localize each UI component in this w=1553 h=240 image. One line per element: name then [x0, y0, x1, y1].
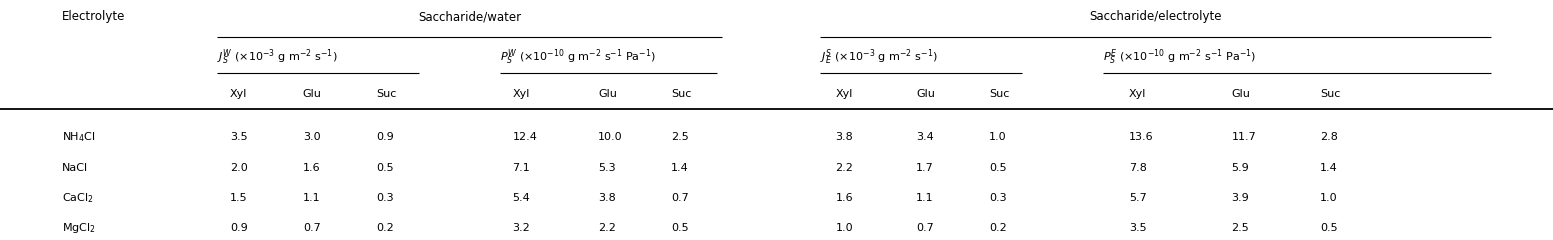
Text: 5.3: 5.3	[598, 163, 615, 173]
Text: 12.4: 12.4	[512, 132, 537, 142]
Text: Suc: Suc	[671, 89, 691, 99]
Text: Saccharide/water: Saccharide/water	[418, 10, 522, 23]
Text: 7.1: 7.1	[512, 163, 530, 173]
Text: 0.7: 0.7	[303, 223, 320, 234]
Text: Glu: Glu	[598, 89, 617, 99]
Text: 2.5: 2.5	[671, 132, 688, 142]
Text: 1.4: 1.4	[1320, 163, 1337, 173]
Text: 0.5: 0.5	[989, 163, 1006, 173]
Text: NaCl: NaCl	[62, 163, 89, 173]
Text: 2.2: 2.2	[598, 223, 617, 234]
Text: 0.2: 0.2	[989, 223, 1006, 234]
Text: 13.6: 13.6	[1129, 132, 1154, 142]
Text: 2.5: 2.5	[1232, 223, 1249, 234]
Text: 3.8: 3.8	[836, 132, 853, 142]
Text: Saccharide/electrolyte: Saccharide/electrolyte	[1089, 10, 1222, 23]
Text: 3.2: 3.2	[512, 223, 530, 234]
Text: Glu: Glu	[1232, 89, 1250, 99]
Text: 0.9: 0.9	[376, 132, 393, 142]
Text: Electrolyte: Electrolyte	[62, 10, 126, 23]
Text: 2.8: 2.8	[1320, 132, 1339, 142]
Text: 0.5: 0.5	[671, 223, 688, 234]
Text: $P_S^E$ ($\times$10$^{-10}$ g m$^{-2}$ s$^{-1}$ Pa$^{-1}$): $P_S^E$ ($\times$10$^{-10}$ g m$^{-2}$ s…	[1103, 48, 1256, 67]
Text: 3.4: 3.4	[916, 132, 933, 142]
Text: Suc: Suc	[376, 89, 396, 99]
Text: $J_S^W$ ($\times$10$^{-3}$ g m$^{-2}$ s$^{-1}$): $J_S^W$ ($\times$10$^{-3}$ g m$^{-2}$ s$…	[217, 48, 339, 67]
Text: 3.8: 3.8	[598, 193, 615, 203]
Text: 1.0: 1.0	[836, 223, 853, 234]
Text: 2.0: 2.0	[230, 163, 247, 173]
Text: 5.9: 5.9	[1232, 163, 1249, 173]
Text: $J_E^S$ ($\times$10$^{-3}$ g m$^{-2}$ s$^{-1}$): $J_E^S$ ($\times$10$^{-3}$ g m$^{-2}$ s$…	[820, 48, 938, 67]
Text: 1.6: 1.6	[303, 163, 320, 173]
Text: 0.3: 0.3	[989, 193, 1006, 203]
Text: NH$_4$Cl: NH$_4$Cl	[62, 130, 96, 144]
Text: Xyl: Xyl	[230, 89, 247, 99]
Text: 3.9: 3.9	[1232, 193, 1249, 203]
Text: Suc: Suc	[1320, 89, 1340, 99]
Text: Xyl: Xyl	[836, 89, 853, 99]
Text: 0.2: 0.2	[376, 223, 393, 234]
Text: 11.7: 11.7	[1232, 132, 1256, 142]
Text: 3.5: 3.5	[230, 132, 247, 142]
Text: Glu: Glu	[303, 89, 321, 99]
Text: Suc: Suc	[989, 89, 1009, 99]
Text: 5.7: 5.7	[1129, 193, 1146, 203]
Text: 0.5: 0.5	[376, 163, 393, 173]
Text: 0.5: 0.5	[1320, 223, 1337, 234]
Text: 1.6: 1.6	[836, 193, 853, 203]
Text: Xyl: Xyl	[512, 89, 530, 99]
Text: 0.9: 0.9	[230, 223, 247, 234]
Text: Glu: Glu	[916, 89, 935, 99]
Text: 1.7: 1.7	[916, 163, 933, 173]
Text: 3.0: 3.0	[303, 132, 320, 142]
Text: 7.8: 7.8	[1129, 163, 1148, 173]
Text: 1.4: 1.4	[671, 163, 688, 173]
Text: 0.3: 0.3	[376, 193, 393, 203]
Text: MgCl$_2$: MgCl$_2$	[62, 222, 96, 235]
Text: 0.7: 0.7	[916, 223, 933, 234]
Text: 1.5: 1.5	[230, 193, 247, 203]
Text: $P_S^W$ ($\times$10$^{-10}$ g m$^{-2}$ s$^{-1}$ Pa$^{-1}$): $P_S^W$ ($\times$10$^{-10}$ g m$^{-2}$ s…	[500, 48, 657, 67]
Text: CaCl$_2$: CaCl$_2$	[62, 191, 93, 205]
Text: 2.2: 2.2	[836, 163, 854, 173]
Text: 1.0: 1.0	[989, 132, 1006, 142]
Text: Xyl: Xyl	[1129, 89, 1146, 99]
Text: 10.0: 10.0	[598, 132, 623, 142]
Text: 1.0: 1.0	[1320, 193, 1337, 203]
Text: 5.4: 5.4	[512, 193, 530, 203]
Text: 1.1: 1.1	[916, 193, 933, 203]
Text: 3.5: 3.5	[1129, 223, 1146, 234]
Text: 1.1: 1.1	[303, 193, 320, 203]
Text: 0.7: 0.7	[671, 193, 688, 203]
